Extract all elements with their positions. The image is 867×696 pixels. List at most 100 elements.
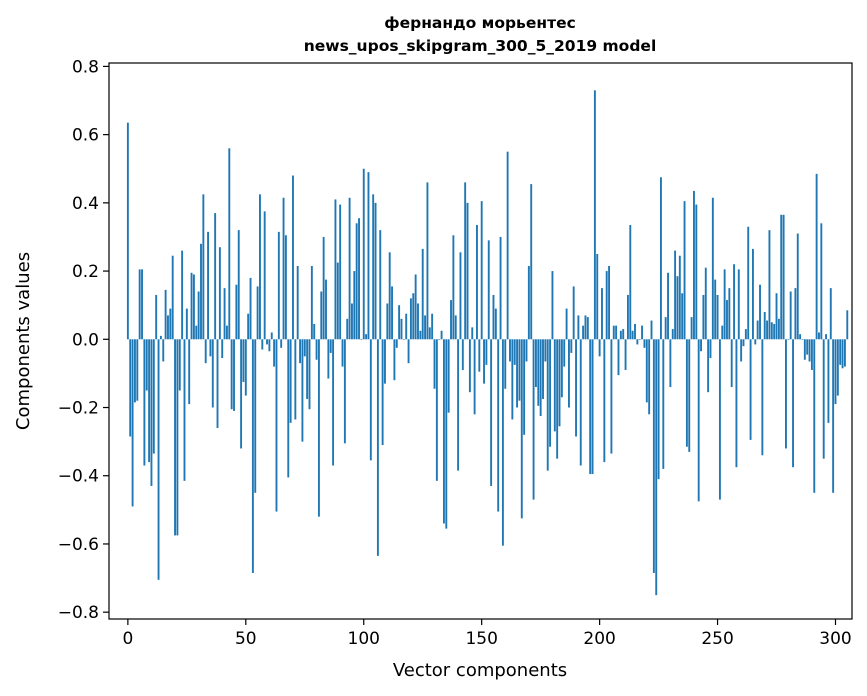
- bar: [308, 339, 311, 410]
- bar: [362, 168, 365, 340]
- bar: [367, 172, 370, 340]
- bar: [485, 339, 488, 365]
- bar: [126, 122, 129, 340]
- bar: [221, 339, 224, 359]
- bar: [157, 339, 160, 580]
- bar: [763, 312, 766, 340]
- bars-group: [126, 90, 849, 596]
- bar: [674, 250, 677, 340]
- bar: [643, 339, 646, 348]
- bar: [301, 339, 304, 442]
- bar: [431, 313, 434, 340]
- bar: [549, 339, 552, 447]
- bar: [843, 339, 846, 367]
- x-axis-label: Vector components: [393, 660, 567, 681]
- bar: [480, 201, 483, 340]
- y-axis-ticks: −0.8 −0.6 −0.4 −0.2 0.0 0.2 0.4 0.6 0.8: [58, 57, 109, 623]
- bar: [188, 339, 191, 405]
- bar: [129, 339, 132, 437]
- bar: [131, 339, 134, 507]
- bar: [629, 225, 632, 340]
- bar: [417, 303, 419, 340]
- bar: [690, 317, 693, 340]
- bar: [582, 325, 585, 340]
- bar: [676, 276, 679, 340]
- bar: [242, 339, 245, 382]
- bar: [419, 330, 422, 340]
- bar: [832, 339, 835, 493]
- bar: [718, 339, 721, 500]
- bar: [568, 339, 570, 408]
- bar: [537, 339, 540, 406]
- bar: [742, 339, 745, 347]
- bar: [299, 339, 301, 364]
- bar: [770, 322, 773, 340]
- bar: [289, 339, 292, 423]
- bar: [671, 329, 674, 340]
- bar: [669, 339, 672, 388]
- bar: [650, 320, 653, 340]
- bar: [171, 255, 174, 340]
- bar: [443, 339, 445, 524]
- bar: [320, 291, 323, 340]
- bar: [136, 339, 139, 401]
- bar: [343, 339, 346, 444]
- bar: [315, 339, 318, 360]
- bar: [235, 284, 238, 340]
- bar: [339, 204, 342, 340]
- bar: [414, 274, 417, 340]
- bar: [216, 339, 219, 428]
- bar: [459, 252, 462, 340]
- bar: [744, 329, 747, 340]
- bar: [351, 303, 353, 340]
- bar: [322, 236, 325, 340]
- bar: [624, 339, 627, 370]
- bar: [822, 339, 825, 459]
- bar: [558, 339, 561, 427]
- bar: [277, 231, 280, 340]
- bar: [294, 339, 297, 420]
- bar: [464, 182, 467, 340]
- bar: [259, 194, 261, 340]
- bar: [167, 315, 169, 340]
- bar: [169, 308, 172, 340]
- bar: [839, 339, 842, 365]
- bar: [379, 230, 382, 340]
- y-axis-label: Components values: [13, 252, 34, 430]
- bar: [174, 339, 176, 536]
- y-tick-label: 0.4: [72, 194, 99, 214]
- bar: [631, 330, 634, 340]
- bar: [494, 308, 497, 340]
- bar: [296, 265, 299, 340]
- bar: [636, 339, 639, 345]
- x-tick-label: 50: [235, 629, 257, 649]
- bar: [381, 339, 384, 446]
- bar: [575, 339, 577, 437]
- bar: [563, 339, 566, 367]
- bar: [641, 325, 644, 340]
- y-tick-label: 0.6: [72, 126, 99, 146]
- bar: [565, 308, 568, 340]
- bar: [525, 339, 528, 362]
- bar: [424, 315, 427, 340]
- bar: [468, 339, 471, 393]
- bar: [445, 339, 448, 529]
- bar: [207, 231, 210, 340]
- bar: [471, 327, 474, 340]
- bar: [726, 300, 728, 340]
- bar: [584, 315, 587, 340]
- bar: [476, 225, 478, 340]
- bar: [346, 318, 349, 340]
- x-tick-label: 100: [348, 629, 380, 649]
- bar: [754, 339, 757, 345]
- bar: [145, 339, 148, 391]
- bar: [697, 339, 700, 502]
- bar: [612, 325, 615, 340]
- y-tick-label: −0.2: [58, 399, 99, 419]
- chart-title-line1: фернандо морьентес: [384, 14, 576, 32]
- bar: [810, 339, 813, 370]
- bar: [303, 339, 306, 357]
- bar: [306, 339, 309, 399]
- bar: [598, 339, 601, 357]
- bar: [520, 339, 523, 519]
